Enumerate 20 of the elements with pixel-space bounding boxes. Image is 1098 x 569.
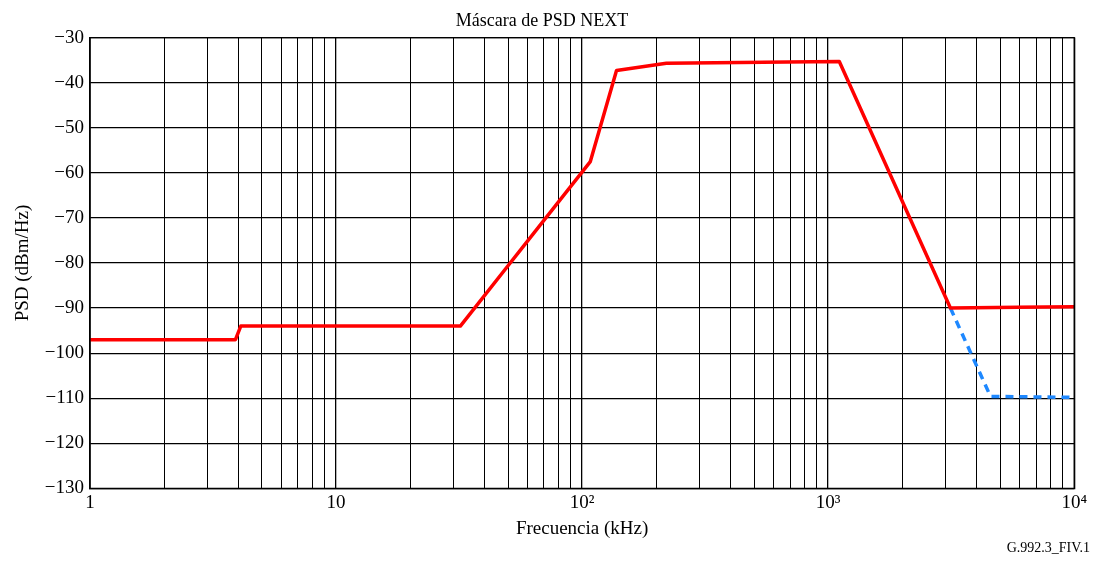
y-tick-label: −30	[54, 25, 85, 47]
y-tick-label: −90	[54, 296, 85, 318]
y-tick-label: −130	[44, 476, 85, 498]
chart-title: Máscara de PSD NEXT	[455, 9, 629, 30]
text: G.992.3_FIV.1	[1005, 540, 1090, 556]
x-tick-label: 1	[85, 490, 95, 512]
y-tick-label: −50	[54, 115, 85, 137]
x-tick-label: 10⁴	[1061, 490, 1088, 512]
y-tick-label: −60	[54, 160, 85, 182]
y-tick-label: −40	[54, 70, 85, 92]
x-tick-label: 10²	[569, 490, 595, 512]
y-tick-label: −100	[44, 341, 85, 363]
y-tick-label: −80	[54, 250, 85, 272]
y-axis-title: PSD (dBm/Hz)	[11, 204, 34, 322]
x-tick-label: 10	[326, 490, 346, 512]
y-tick-label: −120	[44, 431, 85, 453]
x-tick-label: 10³	[815, 490, 841, 512]
x-axis-title: Frecuencia (kHz)	[515, 516, 649, 539]
y-tick-label: −70	[54, 205, 85, 227]
y-tick-label: −110	[45, 386, 85, 408]
